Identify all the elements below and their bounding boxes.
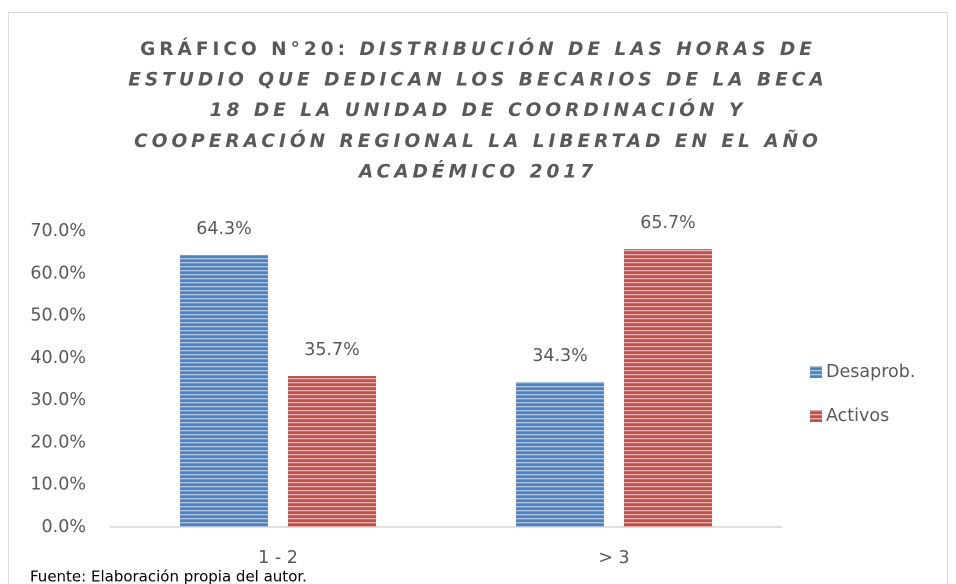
legend-swatch	[810, 410, 822, 422]
legend-label: Activos	[826, 406, 889, 426]
y-tick-label: 10.0%	[30, 475, 86, 495]
value-label: 34.3%	[532, 346, 588, 366]
title-line: COOPERACIÓN REGIONAL LA LIBERTAD EN EL A…	[134, 129, 822, 152]
y-tick-label: 40.0%	[30, 348, 86, 368]
y-tick-label: 30.0%	[30, 390, 86, 410]
y-tick-label: 0.0%	[42, 517, 86, 537]
x-tick-label: 1 - 2	[258, 548, 298, 568]
chart-title: GRÁFICO N°20: DISTRIBUCIÓN DE LAS HORAS …	[140, 38, 816, 60]
value-label: 65.7%	[640, 213, 696, 233]
title-line: ESTUDIO QUE DEDICAN LOS BECARIOS DE LA B…	[128, 70, 827, 91]
value-label: 64.3%	[196, 219, 252, 239]
y-tick-label: 20.0%	[30, 432, 86, 452]
legend-label: Desaprob.	[826, 362, 915, 382]
chart-border	[8, 12, 948, 584]
title-line: 18 DE LA UNIDAD DE COORDINACIÓN Y	[210, 99, 747, 121]
title-line: DISTRIBUCIÓN DE LAS HORAS DE	[359, 38, 815, 60]
y-tick-label: 50.0%	[30, 306, 86, 326]
bar	[180, 255, 268, 528]
legend-swatch	[810, 366, 822, 378]
source-note: Fuente: Elaboración propia del autor.	[30, 568, 307, 584]
y-tick-label: 70.0%	[30, 221, 86, 241]
bar	[516, 381, 604, 527]
bar	[288, 376, 376, 527]
value-label: 35.7%	[304, 340, 360, 360]
y-tick-label: 60.0%	[30, 263, 86, 283]
title-prefix: GRÁFICO N°20:	[140, 38, 349, 60]
bar	[624, 249, 712, 527]
title-line: ACADÉMICO 2017	[357, 160, 597, 182]
x-tick-label: > 3	[598, 548, 629, 568]
